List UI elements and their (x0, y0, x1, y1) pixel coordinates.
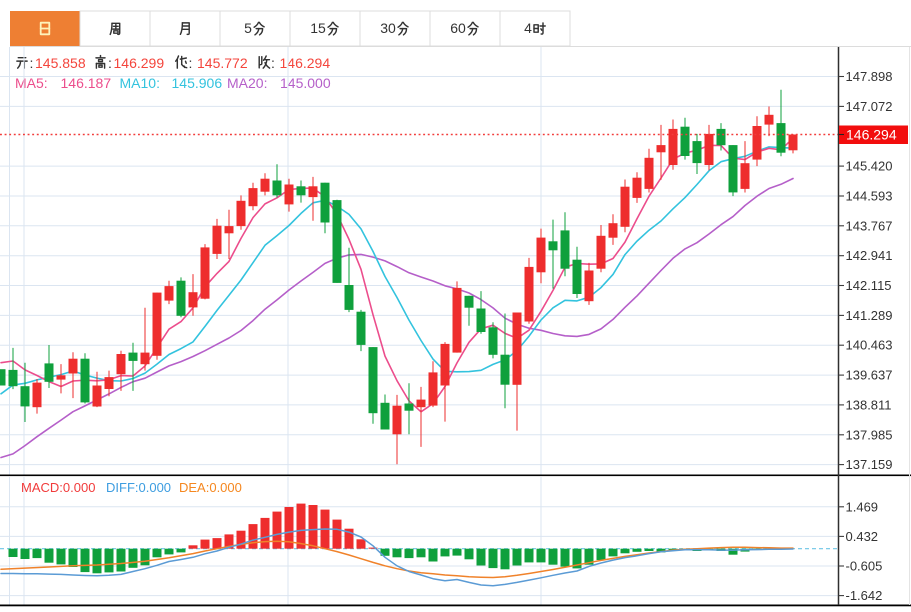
svg-text:137.985: 137.985 (846, 427, 893, 442)
svg-text:DIFF:0.000: DIFF:0.000 (106, 480, 171, 495)
svg-text:139.637: 139.637 (846, 368, 893, 383)
svg-text:142.115: 142.115 (846, 278, 892, 293)
svg-text:MACD:0.000: MACD:0.000 (21, 480, 95, 495)
svg-text::: : (189, 55, 193, 71)
svg-text:137.159: 137.159 (846, 457, 893, 472)
svg-text:MA5:: MA5: (15, 75, 48, 91)
svg-text:141.289: 141.289 (846, 308, 893, 323)
svg-text:0.432: 0.432 (846, 529, 879, 544)
svg-text::: : (108, 55, 112, 71)
svg-text:15: 15 (310, 20, 326, 36)
svg-text:MA10:: MA10: (120, 75, 160, 91)
svg-text:-0.605: -0.605 (846, 559, 883, 574)
svg-text:145.420: 145.420 (846, 159, 893, 174)
svg-text:138.811: 138.811 (846, 397, 892, 412)
svg-text:140.463: 140.463 (846, 338, 893, 353)
svg-text:60: 60 (450, 20, 466, 36)
svg-text:-1.642: -1.642 (846, 588, 883, 603)
svg-text:30: 30 (380, 20, 396, 36)
svg-text:4: 4 (524, 20, 532, 36)
svg-text:142.941: 142.941 (846, 248, 893, 263)
svg-text:1.469: 1.469 (846, 499, 879, 514)
svg-text:DEA:0.000: DEA:0.000 (179, 480, 242, 495)
svg-text:5: 5 (244, 20, 252, 36)
svg-text:146.187: 146.187 (61, 75, 112, 91)
svg-text:145.858: 145.858 (35, 55, 86, 71)
svg-text::: : (30, 55, 34, 71)
svg-text:143.767: 143.767 (846, 218, 893, 233)
svg-text:145.772: 145.772 (197, 55, 248, 71)
svg-text:MA20:: MA20: (227, 75, 267, 91)
svg-text:147.072: 147.072 (846, 99, 893, 114)
svg-text:146.299: 146.299 (114, 55, 165, 71)
svg-text:144.593: 144.593 (846, 189, 893, 204)
svg-text:147.898: 147.898 (846, 69, 893, 84)
svg-text:145.000: 145.000 (280, 75, 331, 91)
svg-text:146.294: 146.294 (280, 55, 331, 71)
svg-text:145.906: 145.906 (172, 75, 223, 91)
svg-text:146.294: 146.294 (846, 127, 897, 143)
svg-text::: : (271, 55, 275, 71)
